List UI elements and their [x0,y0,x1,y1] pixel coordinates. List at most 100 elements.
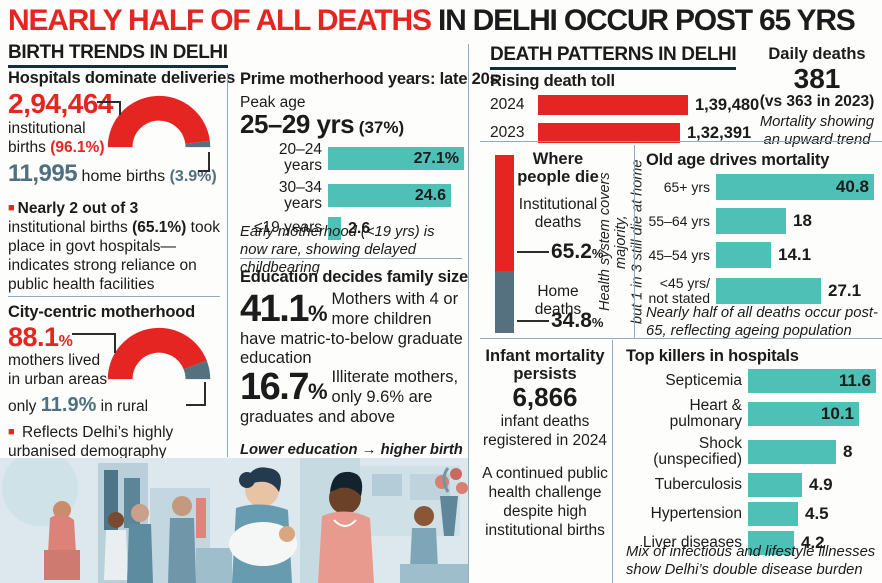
education-stat-1: 41.1% Mothers with 4 or more children ha… [240,288,463,368]
institutional-deaths-value: 65.2% [551,240,604,263]
top-killers-heading: Top killers in hospitals [626,347,799,365]
bar-value: 2.6 [348,220,371,238]
section-title-death-patterns: DEATH PATTERNS IN DELHI [490,44,737,70]
bar-value: 24.6 [414,187,446,205]
bar-value: 10.1 [820,404,854,424]
bar-category-label: Liver diseases [642,533,742,551]
bar-category-label: Hypertension [650,504,742,522]
bar-value: 4.9 [809,475,833,495]
daily-deaths-label: Daily deaths [768,45,866,63]
bar-category-label: Septicemia [665,371,742,389]
top-killers-note: Mix of infectious and lifestyle illnesse… [626,544,876,579]
urban-label: mothers lived in urban areas [8,352,108,388]
peak-age-value: 25–29 yrs (37%) [240,109,405,139]
home-births-pct: (3.9%) [169,168,217,185]
connector-line [517,251,549,253]
bar-row: 2023 1,32,391 [490,123,768,143]
bar [748,502,798,527]
connector-line [208,152,210,172]
bar [716,208,786,234]
page-title-black: IN DELHI OCCUR POST 65 YRS [430,4,856,37]
stat1-number: 41.1% [240,288,328,330]
bar [748,369,876,393]
connector-line [97,101,121,103]
rising-death-toll-heading: Rising death toll [490,72,615,90]
bar-track: 4.9 [748,473,882,498]
bar-value: 27.1 [828,280,862,300]
old-age-note: Nearly half of all deaths occur post-65,… [646,305,878,340]
bar-track: 18 [716,208,882,234]
institutional-births-label: institutional births (96.1%) [8,120,105,156]
infant-mortality-panel: Infant mortality persists 6,866 infant d… [482,347,608,541]
bar-value: 1,32,391 [687,124,752,142]
bar-category-label: Shock (unspecified) [653,434,742,468]
births-half-donut-chart [107,95,211,148]
bar-category-label: 65+ yrs [663,178,710,195]
bar-track: 8 [748,439,882,464]
bar-track: 27.1 [716,277,882,304]
connector-line [119,101,121,115]
donut-slice-in-rural [183,360,211,380]
divider [227,73,228,457]
education-stat-2: 16.7% Illiterate mothers, only 9.6% are … [240,366,459,426]
institutional-births-number: 2,94,464 [8,88,114,119]
divider [634,145,635,338]
bar-track: 11.6 [748,369,882,393]
divider [480,338,882,339]
hospitals-heading: Hospitals dominate deliveries [8,69,236,87]
bar-value: 8 [843,441,853,461]
bar-value: 27.1% [413,149,459,167]
bar-row: Heart & pulmonary 10.1 [620,397,882,431]
page-title-red: NEARLY HALF OF ALL DEATHS [8,4,432,37]
connector-line [114,333,116,353]
bar [748,531,794,556]
bar-row: 30–34 years 24.6 [240,179,544,213]
bar [328,217,341,241]
bar-category-label: ≤19 years [254,219,322,237]
stacked-segment-Home-deaths [495,271,514,333]
donut-slice-mothers-lived-in-urban-areas [107,327,207,380]
urban-percentage: 88.1% [8,322,73,352]
bar-track: 27.1% [328,146,544,170]
bar-value: 18 [793,211,812,230]
connector-line [517,320,549,322]
donut-slice-home-births [185,140,211,148]
divider [8,296,220,297]
bar-category-label: Tuberculosis [654,475,742,493]
bar-row: Liver diseases 4.2 [620,531,882,556]
bar-value: 11.6 [838,371,871,390]
bar [538,123,680,143]
bar-track: 4.2 [748,531,882,556]
home-deaths-value: 34.8% [551,309,604,332]
bar-category-label: 2023 [490,123,525,141]
bar [328,146,464,170]
bar-row: 55–64 yrs 18 [642,208,882,234]
bar-category-label: <45 yrs/ not stated [648,275,711,306]
daily-deaths-panel: Daily deaths 381 (vs 363 in 2023) Mortal… [756,45,878,149]
divider [240,258,462,259]
rural-pct: 11.9% [40,394,97,416]
bar [716,242,771,268]
death-toll-chart: 2024 1,39,480 2023 1,32,391 [490,95,768,151]
bar-row: ≤19 years 2.6 [240,217,544,241]
bar-track: 1,39,480 [538,95,768,115]
daily-deaths-vs: (vs 363 in 2023) [759,93,875,111]
where-people-die-stacked-bar [495,155,514,333]
bar-category-label: 45–54 yrs [648,246,710,263]
bar-category-label: 2024 [490,95,525,113]
bar-row: Shock (unspecified) 8 [620,434,882,469]
urban-rural-half-donut-chart [107,327,211,380]
bar [748,473,802,498]
connector-line [198,170,210,172]
daily-deaths-note: Mortality showing an upward trend [759,114,875,149]
bar-row: Hypertension 4.5 [620,502,882,527]
prime-motherhood-heading: Prime motherhood years: late 20s [240,70,499,88]
bar-value: 14.1 [778,245,812,264]
home-deaths-label: Home deaths [534,283,582,318]
city-motherhood-heading: City-centric motherhood [8,303,195,321]
stacked-segment-Institutional-deaths [495,155,514,272]
old-age-chart: 65+ yrs 40.8 55–64 yrs 18 45–54 yrs 14.1 <45 y… [642,174,882,313]
bar-track: 10.1 [748,402,882,427]
bar [538,95,688,115]
